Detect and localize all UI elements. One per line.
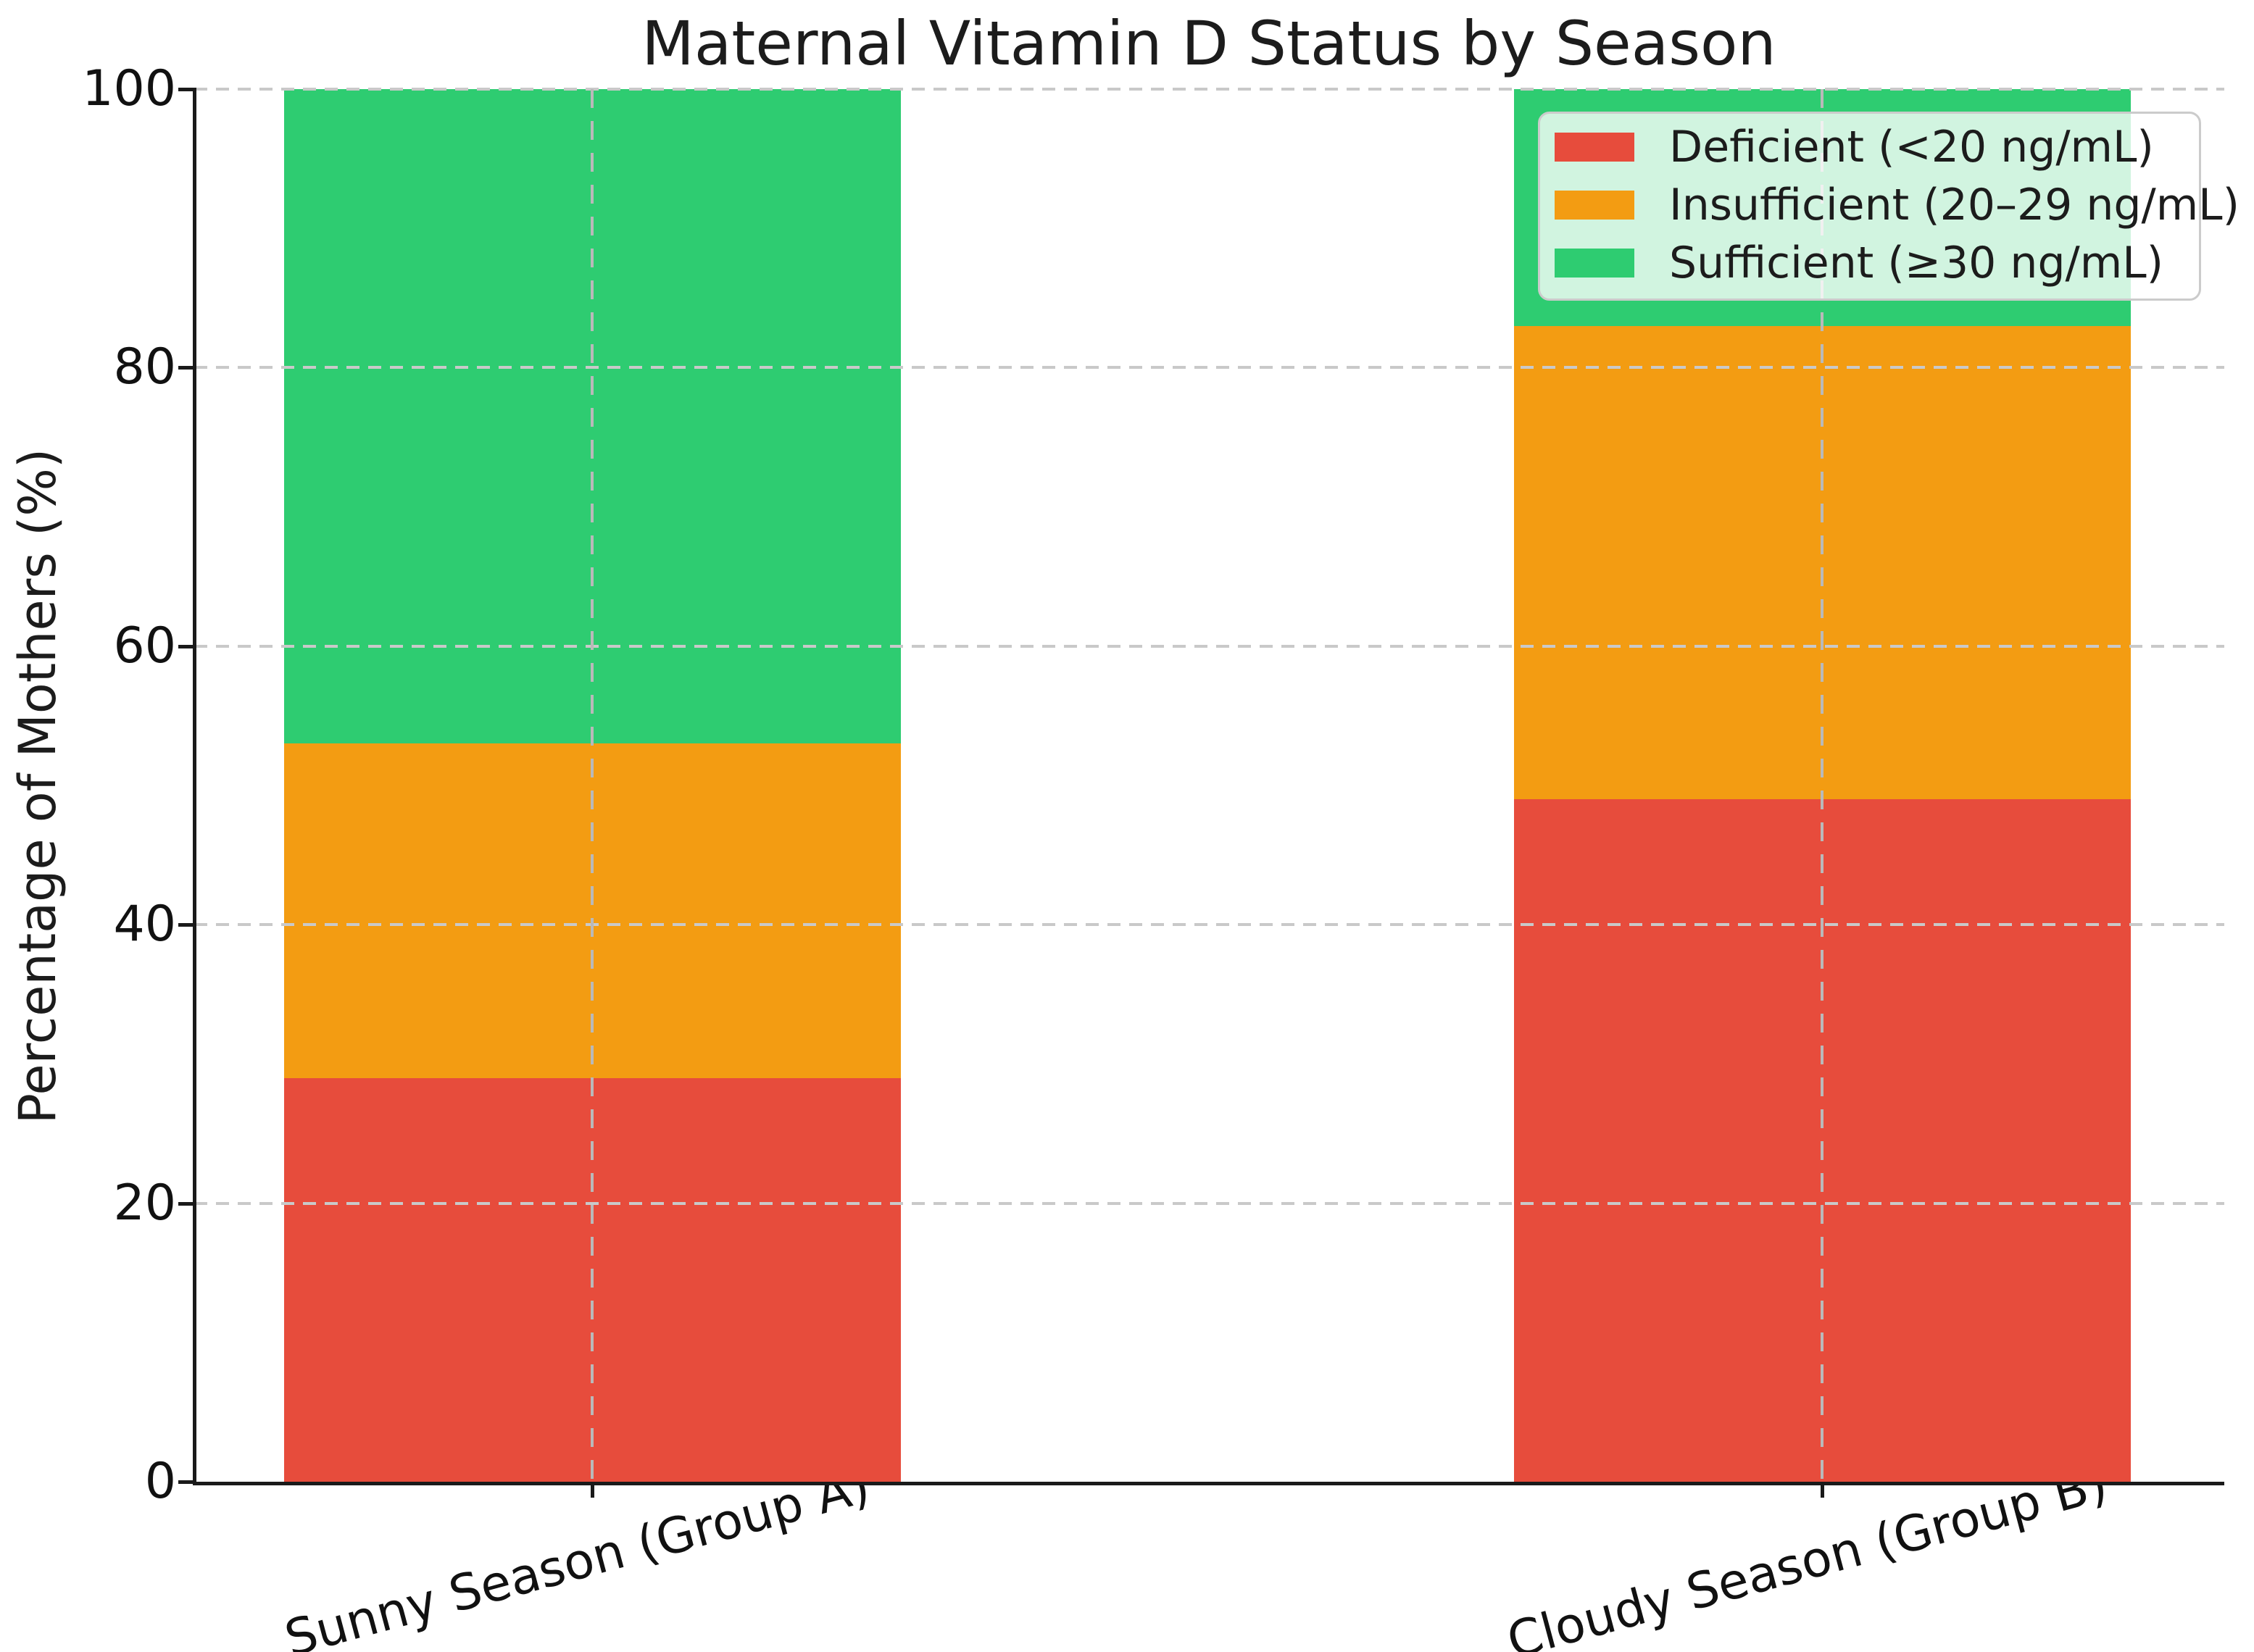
v-gridline-1 bbox=[591, 89, 594, 1482]
legend-row-2: Insufficient (20–29 ng/mL) bbox=[1555, 176, 2240, 234]
h-gridline-20 bbox=[194, 1201, 2224, 1205]
y-tick-label-80: 80 bbox=[113, 338, 176, 396]
h-gridline-40 bbox=[194, 923, 2224, 927]
y-tick-label-60: 60 bbox=[113, 617, 176, 675]
y-tick-label-40: 40 bbox=[113, 896, 176, 954]
legend-swatch-icon bbox=[1555, 133, 1634, 162]
legend-label: Insufficient (20–29 ng/mL) bbox=[1669, 180, 2240, 230]
h-gridline-100 bbox=[194, 88, 2224, 91]
v-gridline-2 bbox=[1821, 89, 1823, 1482]
y-tick-mark-100 bbox=[178, 88, 194, 91]
y-tick-mark-80 bbox=[178, 366, 194, 370]
x-axis-spine bbox=[193, 1482, 2224, 1485]
h-gridline-60 bbox=[194, 644, 2224, 648]
y-tick-label-20: 20 bbox=[113, 1174, 176, 1232]
x-tick-mark-1 bbox=[591, 1482, 594, 1498]
legend: Deficient (<20 ng/mL) Insufficient (20–29… bbox=[1538, 112, 2240, 301]
y-tick-label-100: 100 bbox=[82, 60, 176, 117]
y-axis-spine bbox=[193, 88, 196, 1485]
x-tick-mark-2 bbox=[1821, 1482, 1824, 1498]
legend-row-1: Deficient (<20 ng/mL) bbox=[1555, 118, 2199, 176]
h-gridline-80 bbox=[194, 366, 2224, 370]
legend-swatch-icon bbox=[1555, 191, 1634, 220]
legend-swatch-icon bbox=[1555, 249, 1634, 278]
y-tick-mark-0 bbox=[178, 1480, 194, 1484]
chart-title: Maternal Vitamin D Status by Season bbox=[641, 8, 1776, 79]
y-tick-mark-60 bbox=[178, 644, 194, 648]
legend-label: Sufficient (≥30 ng/mL) bbox=[1669, 238, 2164, 288]
y-tick-mark-40 bbox=[178, 923, 194, 927]
legend-label: Deficient (<20 ng/mL) bbox=[1669, 122, 2154, 172]
y-tick-label-0: 0 bbox=[144, 1453, 176, 1510]
legend-rows: Deficient (<20 ng/mL) Insufficient (20–29… bbox=[1555, 118, 2240, 292]
legend-row-3: Sufficient (≥30 ng/mL) bbox=[1555, 234, 2199, 292]
y-tick-mark-20 bbox=[178, 1201, 194, 1206]
